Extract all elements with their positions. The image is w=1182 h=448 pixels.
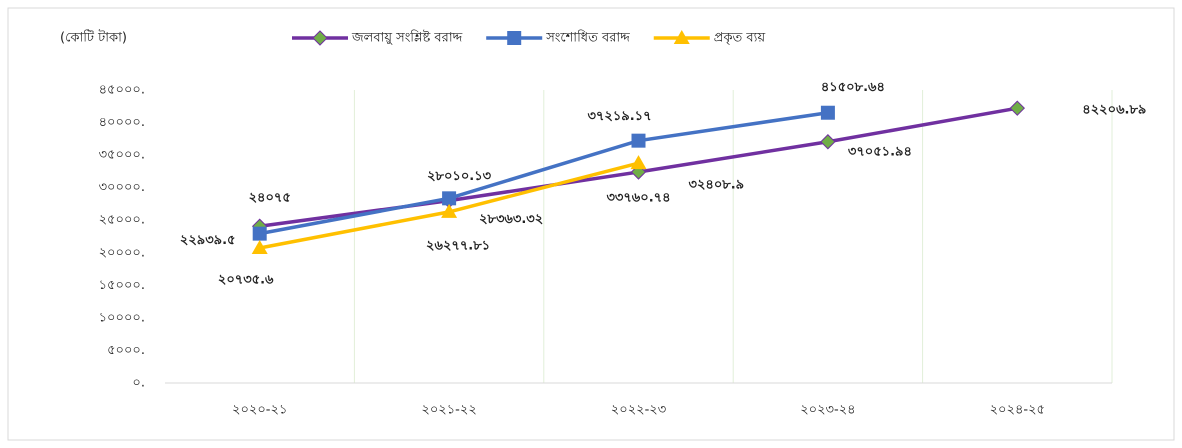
series-line <box>259 111 829 236</box>
y-tick-label: ১০০০০. <box>99 310 145 325</box>
y-tick-label: ৩৫০০০. <box>99 148 145 163</box>
marker <box>820 134 836 150</box>
legend-label: জলবায়ু সংশ্লিষ্ট বরাদ্দ <box>351 30 463 46</box>
x-tick-label: ২০২২-২৩ <box>611 403 666 418</box>
legend-marker <box>312 30 328 46</box>
data-label: ২২৯৩৯.৫ <box>180 233 236 248</box>
y-tick-label: ৪৫০০০. <box>99 83 145 98</box>
legend-label: সংশোধিত বরাদ্দ <box>545 30 630 46</box>
x-tick-label: ২০২৩-২৪ <box>800 403 855 418</box>
marker <box>441 203 458 218</box>
y-tick-label: ১৫০০০. <box>99 278 145 293</box>
marker <box>820 105 835 120</box>
y-tick-label: ২৫০০০. <box>99 213 145 228</box>
data-label: ৪১৫০৮.৬৪ <box>821 80 885 95</box>
marker <box>442 191 457 206</box>
legend-marker <box>673 30 690 44</box>
data-label: ২৪০৭৫ <box>249 191 291 206</box>
y-tick-label: ৫০০০. <box>107 343 145 358</box>
data-label: ২৬২৭৭.৮১ <box>426 238 490 253</box>
x-tick-label: ২০২৪-২৫ <box>990 403 1045 418</box>
y-tick-label: ৪০০০০. <box>99 115 145 130</box>
data-label: ৪২২০৬.৮৯ <box>1082 103 1146 118</box>
data-label: ৩২৪০৮.৯ <box>689 177 745 192</box>
data-label: ২৮৩৬৩.৩২ <box>479 212 543 227</box>
legend-marker <box>507 31 522 45</box>
marker <box>630 155 647 170</box>
x-tick-label: ২০২০-২১ <box>232 403 287 418</box>
y-tick-label: ২০০০০. <box>99 245 145 260</box>
data-label: ৩৭০৫১.৯৪ <box>848 144 912 159</box>
marker <box>251 239 268 254</box>
y-tick-label: ৩০০০০. <box>99 180 145 195</box>
marker <box>252 226 267 241</box>
x-tick-label: ২০২১-২২ <box>421 403 476 418</box>
chart-frame <box>7 7 1175 441</box>
data-label: ২৮০১০.১৩ <box>427 169 492 184</box>
y-tick-label: ০. <box>132 376 145 391</box>
data-label: ২০৭৩৫.৬ <box>218 272 274 287</box>
data-label: ৩৩৭৬০.৭৪ <box>606 191 670 206</box>
legend-label: প্রকৃত ব্যয় <box>714 31 766 46</box>
marker <box>1009 100 1026 116</box>
unit-label: (কোটি টাকা) <box>60 30 127 46</box>
marker <box>631 133 646 148</box>
data-label: ৩৭২১৯.১৭ <box>587 109 651 124</box>
